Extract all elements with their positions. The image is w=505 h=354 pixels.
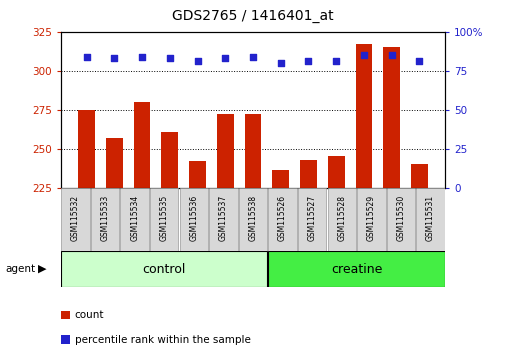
- Point: [304, 59, 312, 64]
- Bar: [383, 47, 399, 354]
- Bar: [106, 138, 122, 354]
- Bar: [217, 114, 233, 354]
- Text: GSM115535: GSM115535: [160, 195, 169, 241]
- Text: GSM115537: GSM115537: [219, 195, 227, 241]
- Text: GSM115528: GSM115528: [336, 195, 345, 241]
- Bar: [272, 171, 288, 354]
- Point: [332, 59, 340, 64]
- Bar: [355, 44, 372, 354]
- Text: control: control: [142, 263, 185, 275]
- Text: percentile rank within the sample: percentile rank within the sample: [75, 335, 250, 345]
- Point: [276, 60, 284, 66]
- Bar: [150, 188, 178, 251]
- Point: [387, 52, 395, 58]
- Text: ▶: ▶: [38, 264, 46, 274]
- Point: [165, 56, 173, 61]
- Bar: [91, 188, 119, 251]
- Text: GSM115527: GSM115527: [307, 195, 316, 241]
- Bar: [61, 188, 89, 251]
- Bar: [244, 114, 261, 354]
- Bar: [161, 132, 178, 354]
- Point: [193, 59, 201, 64]
- Bar: [297, 188, 326, 251]
- Text: GSM115529: GSM115529: [366, 195, 375, 241]
- Bar: [416, 188, 444, 251]
- Bar: [133, 102, 150, 354]
- Point: [248, 54, 257, 59]
- Point: [415, 59, 423, 64]
- Bar: [78, 110, 94, 354]
- Point: [110, 56, 118, 61]
- Text: creatine: creatine: [330, 263, 381, 275]
- Bar: [238, 188, 267, 251]
- Bar: [189, 161, 206, 354]
- Point: [82, 54, 90, 59]
- Point: [221, 56, 229, 61]
- Point: [138, 54, 146, 59]
- Bar: [209, 188, 237, 251]
- Bar: [61, 251, 267, 287]
- Bar: [299, 160, 316, 354]
- Text: count: count: [75, 310, 104, 320]
- Text: agent: agent: [5, 264, 35, 274]
- Bar: [327, 156, 344, 354]
- Bar: [268, 188, 296, 251]
- Text: GSM115538: GSM115538: [248, 195, 257, 241]
- Text: GSM115531: GSM115531: [425, 195, 434, 241]
- Text: GSM115530: GSM115530: [395, 195, 405, 241]
- Text: GSM115534: GSM115534: [130, 195, 139, 241]
- Point: [359, 52, 367, 58]
- Text: GDS2765 / 1416401_at: GDS2765 / 1416401_at: [172, 9, 333, 23]
- Text: GSM115532: GSM115532: [71, 195, 80, 241]
- Bar: [411, 164, 427, 354]
- Text: GSM115526: GSM115526: [278, 195, 286, 241]
- Bar: [327, 188, 355, 251]
- Bar: [179, 188, 208, 251]
- Bar: [268, 251, 444, 287]
- Bar: [120, 188, 148, 251]
- Bar: [357, 188, 385, 251]
- Text: GSM115536: GSM115536: [189, 195, 198, 241]
- Text: GSM115533: GSM115533: [100, 195, 110, 241]
- Bar: [386, 188, 414, 251]
